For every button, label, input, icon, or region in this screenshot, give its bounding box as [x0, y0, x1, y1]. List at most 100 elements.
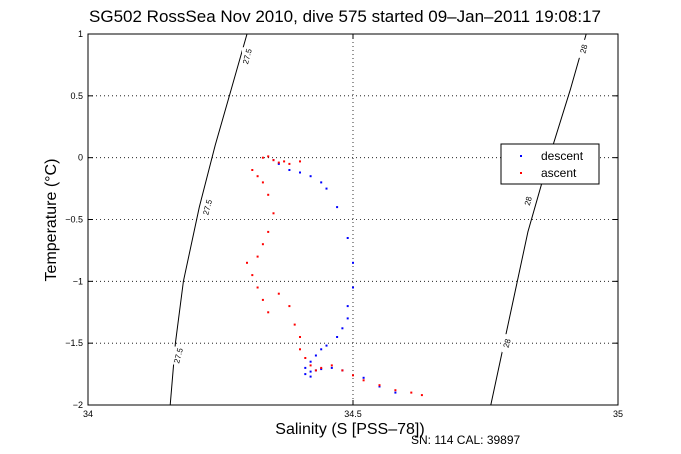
- x-axis-label: Salinity (S [PSS–78]): [275, 421, 424, 438]
- descent-point: [352, 261, 354, 264]
- ascent-point: [410, 391, 413, 394]
- contour-label-bg: [578, 39, 589, 58]
- ascent-point: [261, 156, 264, 159]
- descent-point: [299, 171, 301, 174]
- descent-point: [309, 360, 312, 363]
- descent-point: [304, 366, 307, 369]
- plot-area: 27.5 27.5 27.5 28 28 28 34 34.5 35 1 0.5 0 −0.5 −1 −1…: [65, 29, 623, 419]
- contour-label-bg: [202, 198, 213, 217]
- descent-point: [362, 376, 365, 379]
- ascent-point: [277, 161, 280, 164]
- ascent-point: [314, 369, 317, 372]
- y-tick-label: −1.5: [65, 338, 83, 348]
- contour-label: 27.5: [172, 346, 185, 364]
- y-axis-label: Temperature (°C): [43, 159, 60, 282]
- ascent-point: [267, 155, 270, 158]
- legend-marker-descent: [520, 155, 522, 157]
- ascent-point: [320, 366, 323, 369]
- ascent-point: [362, 379, 365, 382]
- contour-label: 27.5: [241, 47, 254, 65]
- descent-point: [336, 206, 339, 209]
- ascent-point: [267, 230, 270, 233]
- ascent-point: [261, 181, 264, 184]
- descent-point: [341, 327, 344, 330]
- ascent-point: [293, 323, 296, 326]
- ascent-point: [251, 274, 254, 277]
- descent-point: [346, 305, 349, 308]
- ascent-point: [352, 374, 354, 377]
- descent-point: [320, 181, 323, 184]
- chart-title: SG502 RossSea Nov 2010, dive 575 started…: [89, 7, 601, 26]
- descent-point: [346, 237, 349, 239]
- ascent-point: [277, 292, 280, 295]
- density-contour-line: [490, 33, 587, 406]
- descent-point: [378, 385, 381, 388]
- contour-label: 28: [579, 43, 590, 54]
- y-tick-label: −2: [73, 400, 83, 410]
- ascent-point: [309, 364, 312, 367]
- ascent-point: [394, 389, 397, 392]
- ascent-point: [378, 384, 381, 387]
- ascent-point: [299, 160, 301, 163]
- contour-label: 28: [502, 337, 513, 348]
- ascent-point: [272, 159, 275, 162]
- ascent-point: [420, 394, 423, 397]
- descent-point: [309, 375, 312, 378]
- descent-point: [309, 370, 312, 373]
- descent-point: [330, 366, 333, 369]
- descent-point: [336, 336, 339, 338]
- descent-point: [309, 175, 312, 178]
- contour-label: 28: [523, 195, 534, 206]
- ascent-point: [288, 162, 291, 165]
- legend-label-ascent: ascent: [541, 166, 577, 180]
- ascent-point: [261, 298, 264, 301]
- descent-point: [325, 344, 328, 347]
- ascent-point: [299, 348, 301, 351]
- descent-point: [320, 368, 323, 371]
- y-tick-label: 1: [78, 29, 83, 39]
- ascent-point: [288, 305, 291, 308]
- descent-point: [314, 354, 317, 357]
- y-tick-label: −0.5: [65, 215, 83, 225]
- ascent-point: [330, 364, 333, 367]
- ascent-point: [267, 311, 270, 314]
- descent-point: [352, 286, 354, 289]
- legend-label-descent: descent: [541, 149, 584, 163]
- descent-point: [304, 373, 307, 376]
- ascent-point: [283, 160, 286, 163]
- ascent-point: [246, 261, 248, 264]
- series-points: [246, 155, 423, 397]
- x-tick-label: 34: [83, 409, 93, 419]
- ascent-point: [272, 212, 275, 215]
- ascent-point: [261, 243, 264, 246]
- calibration-footer: SN: 114 CAL: 39897: [411, 433, 521, 447]
- contour-label-bg: [501, 334, 512, 353]
- y-tick-label: 0: [78, 153, 83, 163]
- legend: descent ascent: [500, 143, 600, 185]
- axis-ticks: 34 34.5 35 1 0.5 0 −0.5 −1 −1.5 −2: [65, 29, 623, 419]
- legend-marker-ascent: [520, 172, 522, 174]
- ascent-point: [256, 286, 259, 289]
- series-ascent: [246, 155, 423, 397]
- grid: [88, 34, 618, 405]
- density-contour-line: [169, 33, 248, 406]
- ascent-point: [256, 255, 259, 258]
- legend-box: [500, 143, 600, 185]
- ascent-point: [304, 357, 307, 359]
- contour-label-bg: [173, 346, 184, 365]
- contour-label-bg: [522, 191, 533, 210]
- x-tick-label: 35: [613, 409, 623, 419]
- descent-point: [346, 317, 349, 320]
- x-tick-label: 34.5: [344, 409, 362, 419]
- ascent-point: [267, 193, 270, 196]
- contour-label: 27.5: [201, 198, 214, 216]
- ascent-point: [299, 336, 301, 338]
- contour-label-bg: [242, 47, 252, 66]
- ascent-point: [256, 175, 259, 178]
- ascent-point: [341, 369, 344, 372]
- descent-point: [320, 348, 323, 351]
- descent-point: [288, 169, 291, 171]
- ascent-point: [251, 169, 254, 171]
- descent-point: [277, 162, 280, 165]
